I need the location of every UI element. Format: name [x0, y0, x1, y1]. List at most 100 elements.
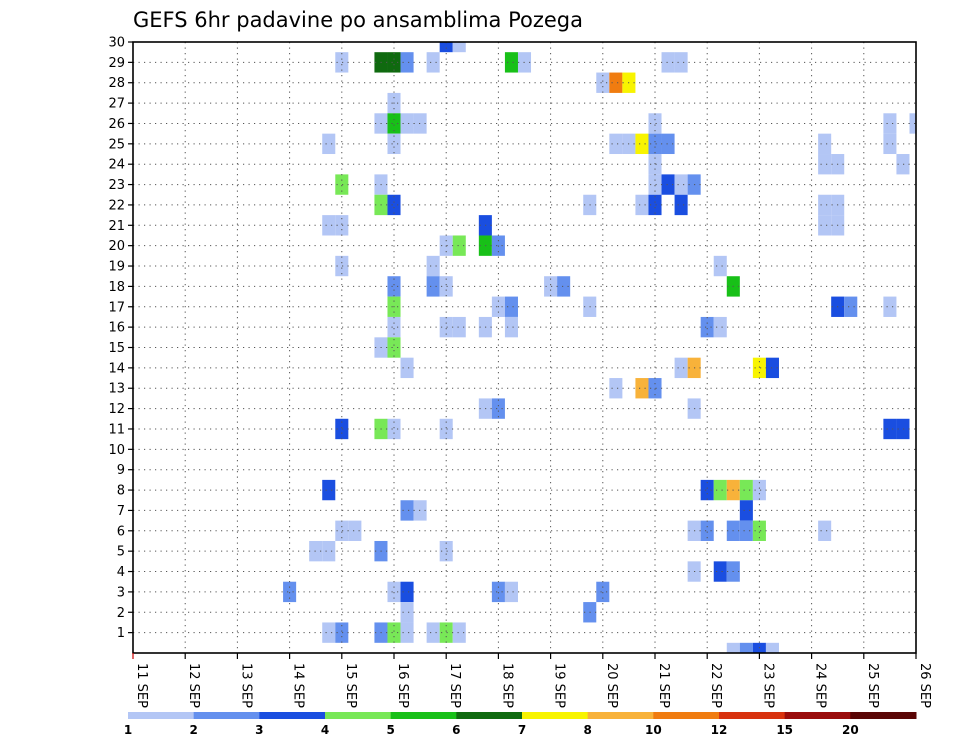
colorbar-tick-label: 2 [189, 723, 197, 737]
heatmap-cell [609, 378, 623, 399]
y-tick-label: 9 [117, 463, 125, 478]
heatmap-cell [596, 72, 610, 93]
colorbar-swatch [456, 712, 523, 719]
heatmap-cell [504, 316, 518, 338]
x-tick-label: 22 SEP [708, 663, 723, 708]
heatmap-cell [648, 378, 662, 399]
y-tick-label: 19 [108, 260, 125, 275]
heatmap-cell [387, 113, 401, 134]
heatmap-cell [426, 255, 440, 277]
colorbar-tick-label: 8 [583, 723, 591, 737]
heatmap-cell [648, 174, 662, 195]
heatmap-cell [896, 418, 910, 440]
y-tick-label: 30 [108, 36, 125, 51]
heatmap-cell [491, 398, 505, 419]
heatmap-cell [752, 357, 766, 379]
heatmap-cell [557, 276, 571, 297]
heatmap-cell [713, 316, 727, 338]
x-axis: 11 SEP 12 SEP 13 SEP 14 SEP 15 SEP 16 SEP 17 S… [132, 653, 932, 708]
colorbar-swatch [128, 712, 195, 719]
y-tick-label: 23 [108, 178, 125, 193]
y-tick-label: 25 [108, 137, 125, 152]
heatmap-cell [426, 276, 440, 297]
colorbar-swatch [390, 712, 457, 719]
heatmap-cell [426, 52, 440, 73]
heatmap-cell [439, 540, 453, 562]
heatmap-cell [713, 561, 727, 582]
heatmap-cell [713, 255, 727, 277]
heatmap-cell [322, 215, 336, 236]
y-tick-label: 5 [117, 545, 125, 560]
heatmap-cell [322, 622, 336, 643]
heatmap-cell [596, 581, 610, 603]
heatmap-cell [674, 357, 688, 379]
heatmap-cell [400, 500, 414, 521]
heatmap-cell [400, 52, 414, 73]
heatmap-cell [635, 194, 649, 216]
heatmap-cell [739, 520, 753, 541]
heatmap-cell [322, 133, 336, 155]
heatmap-cell [883, 113, 897, 134]
heatmap-cell [818, 194, 832, 216]
heatmap-cell [387, 276, 401, 297]
colorbar-tick-label: 3 [255, 723, 263, 737]
heatmap-cell [818, 154, 832, 175]
heatmap-cell [387, 418, 401, 440]
heatmap-cell [635, 133, 649, 155]
heatmap-cell [883, 133, 897, 155]
colorbar-tick-label: 5 [386, 723, 394, 737]
heatmap-cell [896, 154, 910, 175]
y-tick-label: 29 [108, 56, 125, 71]
y-tick-label: 26 [108, 117, 125, 132]
heatmap-cell [818, 215, 832, 236]
x-tick-label: 16 SEP [395, 663, 410, 708]
y-tick-label: 21 [108, 219, 125, 234]
heatmap-cell [818, 133, 832, 155]
x-tick-label: 15 SEP [343, 663, 358, 708]
heatmap-cell [400, 622, 414, 643]
heatmap-cell [387, 316, 401, 338]
x-tick-label: 24 SEP [813, 663, 828, 708]
colorbar-swatch [259, 712, 326, 719]
heatmap-cell [661, 52, 675, 73]
y-tick-label: 24 [108, 158, 125, 173]
heatmap-cell [609, 133, 623, 155]
y-tick-label: 4 [117, 565, 125, 580]
heatmap-cell [439, 276, 453, 297]
heatmap-cell [504, 296, 518, 317]
y-tick-label: 7 [117, 504, 125, 519]
x-tick-label: 23 SEP [760, 663, 775, 708]
y-tick-label: 27 [108, 97, 125, 112]
heatmap-cell [439, 622, 453, 643]
heatmap-cell [739, 479, 753, 501]
x-tick-label: 13 SEP [238, 663, 253, 708]
heatmap-cell [739, 500, 753, 521]
heatmap-cell [504, 52, 518, 73]
heatmap-cell [609, 72, 623, 93]
y-tick-label: 16 [108, 321, 125, 336]
x-tick-label: 26 SEP [917, 663, 932, 708]
heatmap-cell [674, 174, 688, 195]
x-tick-label: 17 SEP [447, 663, 462, 708]
y-tick-label: 8 [117, 484, 125, 499]
heatmap-cell [661, 133, 675, 155]
colorbar-swatch [719, 712, 786, 719]
heatmap-cell [439, 316, 453, 338]
heatmap-cell [765, 642, 779, 653]
y-tick-label: 11 [108, 422, 125, 437]
heatmap-cell [883, 418, 897, 440]
x-tick-label: 25 SEP [865, 663, 880, 708]
heatmap-cell [648, 194, 662, 216]
colorbar-tick-label: 15 [776, 723, 793, 737]
heatmap-cell [348, 520, 362, 541]
heatmap-cell [544, 276, 558, 297]
y-tick-label: 22 [108, 198, 125, 213]
heatmap-cell [700, 316, 714, 338]
heatmap-cell [400, 581, 414, 603]
heatmap-cell [674, 194, 688, 216]
heatmap-cell [452, 316, 466, 338]
colorbar-tick-label: 12 [711, 723, 728, 737]
heatmap-cell [439, 42, 453, 53]
colorbar: 1 2 3 4 5 6 7 8 10 12 15 20 [124, 712, 917, 737]
